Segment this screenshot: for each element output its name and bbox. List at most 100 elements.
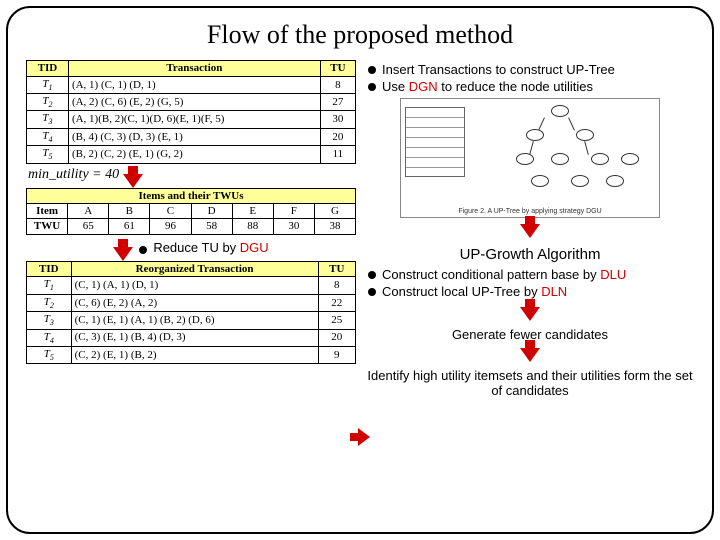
- bullet-row: Construct local UP-Tree by DLN: [368, 284, 694, 299]
- table-row: T4 (B, 4) (C, 3) (D, 3) (E, 1) 20: [27, 128, 356, 145]
- identify-text: Identify high utility itemsets and their…: [366, 368, 694, 398]
- bullet-text: Insert Transactions to construct UP-Tree: [382, 62, 615, 77]
- table-row: T1 (A, 1) (C, 1) (D, 1) 8: [27, 76, 356, 93]
- cell-tid: T3: [27, 312, 72, 329]
- twu-caption: Items and their TWUs: [26, 188, 356, 203]
- header-table-mini: [405, 107, 465, 177]
- tree-edge-icon: [529, 141, 534, 155]
- bullet-text: Construct local UP-Tree by DLN: [382, 284, 567, 299]
- twu-cell: 61: [109, 219, 150, 235]
- cell-txn: (A, 2) (C, 6) (E, 2) (G, 5): [68, 94, 320, 111]
- twu-cell: 30: [273, 219, 314, 235]
- cell-tu: 22: [318, 294, 355, 311]
- two-column-layout: TID Transaction TU T1 (A, 1) (C, 1) (D, …: [26, 60, 694, 402]
- arrow-down-icon: [123, 174, 143, 188]
- bullet-disc-icon: [139, 246, 147, 254]
- top-bullets: Insert Transactions to construct UP-Tree…: [368, 62, 694, 94]
- reduce-tu-text: Reduce TU by DGU: [153, 240, 268, 255]
- tree-node-icon: [606, 175, 624, 187]
- tree-edge-icon: [538, 117, 545, 130]
- cell-tid: T5: [27, 146, 69, 163]
- th-tu: TU: [320, 61, 355, 77]
- reduce-tu-row: Reduce TU by DGU: [26, 239, 356, 257]
- bullet-disc-icon: [368, 288, 376, 296]
- twu-cell: 38: [314, 219, 355, 235]
- bullet-disc-icon: [368, 66, 376, 74]
- twu-cell: D: [191, 203, 232, 219]
- bullet-row: Construct conditional pattern base by DL…: [368, 267, 694, 282]
- cell-tid: T2: [27, 294, 72, 311]
- tree-edge-icon: [568, 117, 575, 130]
- arrow-down-icon: [113, 247, 133, 261]
- left-column: TID Transaction TU T1 (A, 1) (C, 1) (D, …: [26, 60, 356, 402]
- min-utility-text: min_utility = 40: [28, 167, 119, 183]
- th-tu: TU: [318, 261, 355, 277]
- twu-table: Item A B C D E F G TWU 65 61 96 58 88 30: [26, 203, 356, 235]
- table-row: T2 (C, 6) (E, 2) (A, 2) 22: [27, 294, 356, 311]
- tree-node-icon: [621, 153, 639, 165]
- cell-tu: 27: [320, 94, 355, 111]
- th-tid: TID: [27, 61, 69, 77]
- twu-cell: F: [273, 203, 314, 219]
- cell-txn: (C, 3) (E, 1) (B, 4) (D, 3): [71, 329, 318, 346]
- arrow-right-wrapper: [348, 428, 370, 451]
- min-utility-label: min_utility = 40: [28, 166, 356, 184]
- tree-node-icon: [551, 153, 569, 165]
- arrow-right-icon: [358, 428, 370, 446]
- tree-node-icon: [591, 153, 609, 165]
- cell-txn: (B, 4) (C, 3) (D, 3) (E, 1): [68, 128, 320, 145]
- twu-row-label: Item: [27, 203, 68, 219]
- up-growth-title: UP-Growth Algorithm: [366, 246, 694, 263]
- tree-node-icon: [526, 129, 544, 141]
- bullet-disc-icon: [368, 271, 376, 279]
- cell-tid: T2: [27, 94, 69, 111]
- twu-cell: 96: [150, 219, 191, 235]
- tree-node-icon: [531, 175, 549, 187]
- tree-node-icon: [516, 153, 534, 165]
- cell-txn: (C, 1) (E, 1) (A, 1) (B, 2) (D, 6): [71, 312, 318, 329]
- transaction-table: TID Transaction TU T1 (A, 1) (C, 1) (D, …: [26, 60, 356, 164]
- cell-tu: 11: [320, 146, 355, 163]
- reorganized-table: TID Reorganized Transaction TU T1 (C, 1)…: [26, 261, 356, 365]
- th-reorg: Reorganized Transaction: [71, 261, 318, 277]
- cell-txn: (A, 1) (C, 1) (D, 1): [68, 76, 320, 93]
- cell-txn: (C, 1) (A, 1) (D, 1): [71, 277, 318, 294]
- cell-tu: 8: [320, 76, 355, 93]
- page-title: Flow of the proposed method: [26, 20, 694, 50]
- table-row: T4 (C, 3) (E, 1) (B, 4) (D, 3) 20: [27, 329, 356, 346]
- up-tree-figure: Figure 2. A UP-Tree by applying strategy…: [400, 98, 660, 218]
- table-header-row: TID Reorganized Transaction TU: [27, 261, 356, 277]
- arrow-down-icon: [520, 348, 540, 362]
- twu-cell: B: [109, 203, 150, 219]
- arrow-down-icon: [520, 307, 540, 321]
- table-row: T3 (A, 1)(B, 2)(C, 1)(D, 6)(E, 1)(F, 5) …: [27, 111, 356, 128]
- cell-tu: 20: [320, 128, 355, 145]
- bullet-disc-icon: [368, 83, 376, 91]
- twu-row-item: Item A B C D E F G: [27, 203, 356, 219]
- cell-tid: T3: [27, 111, 69, 128]
- cell-tu: 30: [320, 111, 355, 128]
- bullet-text: Construct conditional pattern base by DL…: [382, 267, 626, 282]
- cell-txn: (C, 6) (E, 2) (A, 2): [71, 294, 318, 311]
- figure-caption: Figure 2. A UP-Tree by applying strategy…: [401, 208, 659, 215]
- th-transaction: Transaction: [68, 61, 320, 77]
- table-row: T1 (C, 1) (A, 1) (D, 1) 8: [27, 277, 356, 294]
- cell-txn: (C, 2) (E, 1) (B, 2): [71, 346, 318, 363]
- twu-cell: C: [150, 203, 191, 219]
- table-row: T3 (C, 1) (E, 1) (A, 1) (B, 2) (D, 6) 25: [27, 312, 356, 329]
- cell-tid: T1: [27, 76, 69, 93]
- twu-cell: 88: [232, 219, 273, 235]
- twu-cell: A: [68, 203, 109, 219]
- cell-tid: T1: [27, 277, 72, 294]
- tree-node-icon: [576, 129, 594, 141]
- tree-edge-icon: [584, 141, 589, 155]
- cell-txn: (A, 1)(B, 2)(C, 1)(D, 6)(E, 1)(F, 5): [68, 111, 320, 128]
- cell-tid: T5: [27, 346, 72, 363]
- arrow-down-icon: [520, 224, 540, 238]
- cell-tu: 25: [318, 312, 355, 329]
- twu-cell: E: [232, 203, 273, 219]
- twu-row-values: TWU 65 61 96 58 88 30 38: [27, 219, 356, 235]
- cell-tid: T4: [27, 128, 69, 145]
- table-row: T2 (A, 2) (C, 6) (E, 2) (G, 5) 27: [27, 94, 356, 111]
- tree-node-icon: [551, 105, 569, 117]
